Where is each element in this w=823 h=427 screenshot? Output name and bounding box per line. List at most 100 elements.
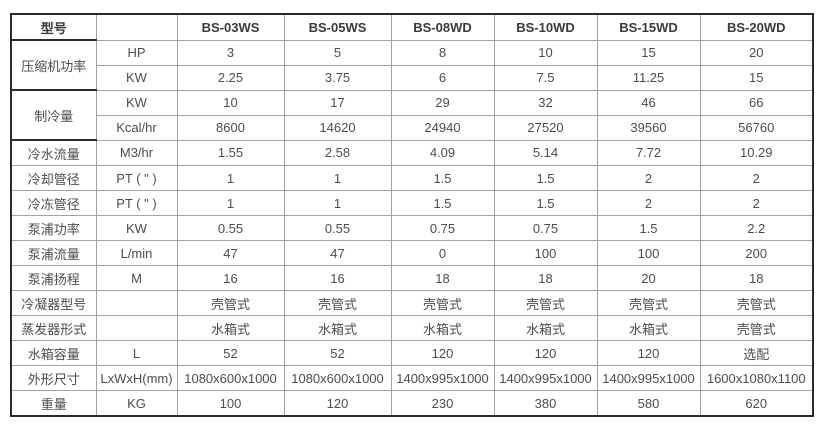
value-cell: 10 xyxy=(176,89,285,116)
value-cell: 120 xyxy=(493,340,598,366)
value-cell: 6 xyxy=(390,64,495,91)
value-cell: 47 xyxy=(283,240,392,266)
value-cell: 1.55 xyxy=(176,139,285,166)
value-cell: 壳管式 xyxy=(390,290,495,316)
value-cell: 水箱式 xyxy=(283,315,392,341)
model-column-header: BS-15WD xyxy=(596,13,701,41)
value-cell: 1 xyxy=(176,190,285,216)
value-cell: 7.72 xyxy=(596,139,701,166)
value-cell: 52 xyxy=(283,340,392,366)
value-cell: 5 xyxy=(283,39,392,66)
value-cell: 17 xyxy=(283,89,392,116)
table-row: Kcal/hr 8600 14620 24940 27520 39560 56760 xyxy=(11,114,814,141)
unit-cell: M xyxy=(95,265,178,291)
value-cell: 380 xyxy=(493,390,598,417)
value-cell: 46 xyxy=(596,89,701,116)
table-row: 冷水流量 M3/hr 1.55 2.58 4.09 5.14 7.72 10.29 xyxy=(10,139,814,166)
row-label: 制冷量 xyxy=(10,89,97,141)
value-cell: 14620 xyxy=(283,114,392,141)
value-cell: 壳管式 xyxy=(596,290,701,316)
value-cell: 2 xyxy=(699,165,814,191)
model-column-header: BS-10WD xyxy=(493,13,598,41)
value-cell: 5.14 xyxy=(493,139,598,166)
unit-cell: L xyxy=(95,340,178,366)
value-cell: 7.5 xyxy=(493,64,598,91)
value-cell: 580 xyxy=(596,390,701,417)
value-cell: 230 xyxy=(390,390,495,417)
value-cell: 18 xyxy=(493,265,598,291)
unit-cell: PT ( " ) xyxy=(95,190,178,216)
table-row: 制冷量 KW 10 17 29 32 46 66 xyxy=(10,89,814,141)
value-cell: 0.55 xyxy=(176,215,285,241)
value-cell: 1 xyxy=(176,165,285,191)
value-cell: 18 xyxy=(699,265,814,291)
unit-cell: L/min xyxy=(95,240,178,266)
table-row: 冷凝器型号 壳管式 壳管式 壳管式 壳管式 壳管式 壳管式 xyxy=(10,290,814,316)
value-cell: 1.5 xyxy=(493,165,598,191)
value-cell: 20 xyxy=(699,39,814,66)
value-cell: 24940 xyxy=(390,114,495,141)
value-cell: 8600 xyxy=(176,114,285,141)
value-cell: 16 xyxy=(176,265,285,291)
unit-header-cell xyxy=(95,13,178,41)
value-cell: 1400x995x1000 xyxy=(390,365,495,391)
model-column-header: BS-05WS xyxy=(283,13,392,41)
value-cell: 2 xyxy=(596,190,701,216)
value-cell: 壳管式 xyxy=(493,290,598,316)
unit-cell: KG xyxy=(95,390,178,417)
value-cell: 2.58 xyxy=(283,139,392,166)
value-cell: 水箱式 xyxy=(390,315,495,341)
table-row: 水箱容量 L 52 52 120 120 120 选配 xyxy=(10,340,814,366)
value-cell: 2.2 xyxy=(699,215,814,241)
unit-cell: Kcal/hr xyxy=(95,114,178,141)
value-cell: 1 xyxy=(283,190,392,216)
table-row: 冷冻管径 PT ( " ) 1 1 1.5 1.5 2 2 xyxy=(10,190,814,216)
value-cell: 2 xyxy=(699,190,814,216)
value-cell: 壳管式 xyxy=(176,290,285,316)
table-row: 蒸发器形式 水箱式 水箱式 水箱式 水箱式 水箱式 壳管式 xyxy=(10,315,814,341)
value-cell: 2 xyxy=(596,165,701,191)
unit-cell xyxy=(95,315,178,341)
value-cell: 100 xyxy=(493,240,598,266)
value-cell: 10.29 xyxy=(699,139,814,166)
value-cell: 水箱式 xyxy=(596,315,701,341)
value-cell: 120 xyxy=(283,390,392,417)
value-cell: 20 xyxy=(596,265,701,291)
table-row: 泵浦扬程 M 16 16 18 18 20 18 xyxy=(10,265,814,291)
table-row: KW 2.25 3.75 6 7.5 11.25 15 xyxy=(11,64,814,91)
value-cell: 8 xyxy=(390,39,495,66)
value-cell: 水箱式 xyxy=(493,315,598,341)
value-cell: 3 xyxy=(176,39,285,66)
value-cell: 壳管式 xyxy=(699,290,814,316)
value-cell: 1.5 xyxy=(493,190,598,216)
table-row: 泵浦功率 KW 0.55 0.55 0.75 0.75 1.5 2.2 xyxy=(10,215,814,241)
unit-cell: PT ( " ) xyxy=(95,165,178,191)
value-cell: 120 xyxy=(390,340,495,366)
unit-cell: M3/hr xyxy=(95,139,178,166)
model-column-header: BS-03WS xyxy=(176,13,285,41)
row-label: 冷却管径 xyxy=(10,165,97,191)
value-cell: 2.25 xyxy=(176,64,285,91)
value-cell: 16 xyxy=(283,265,392,291)
unit-cell xyxy=(95,290,178,316)
row-label: 重量 xyxy=(10,390,97,417)
row-label: 外形尺寸 xyxy=(10,365,97,391)
value-cell: 11.25 xyxy=(596,64,701,91)
value-cell: 66 xyxy=(699,89,814,116)
table-row: 外形尺寸 LxWxH(mm) 1080x600x1000 1080x600x1000 1… xyxy=(10,365,814,391)
unit-cell: KW xyxy=(95,89,178,116)
value-cell: 1080x600x1000 xyxy=(283,365,392,391)
value-cell: 1400x995x1000 xyxy=(596,365,701,391)
value-cell: 1.5 xyxy=(390,165,495,191)
row-label: 泵浦功率 xyxy=(10,215,97,241)
value-cell: 选配 xyxy=(699,340,814,366)
value-cell: 1 xyxy=(283,165,392,191)
value-cell: 56760 xyxy=(699,114,814,141)
unit-cell: HP xyxy=(95,39,178,66)
row-label: 泵浦扬程 xyxy=(10,265,97,291)
unit-cell: KW xyxy=(95,64,178,91)
model-header-label: 型号 xyxy=(10,13,97,41)
chiller-spec-table: 型号 BS-03WS BS-05WS BS-08WD BS-10WD BS-15… xyxy=(10,13,814,417)
value-cell: 27520 xyxy=(493,114,598,141)
value-cell: 200 xyxy=(699,240,814,266)
